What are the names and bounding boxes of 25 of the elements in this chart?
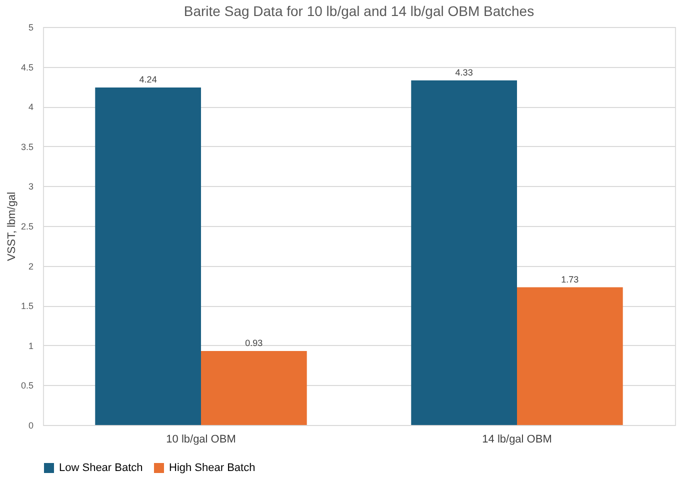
data-label: 0.93 [245,338,263,348]
y-tick-label: 2 [28,261,34,272]
y-tick-label: 4 [28,102,34,112]
bar [411,80,517,425]
y-axis-title: VSST, lbm/gal [6,192,18,262]
y-tick-label: 0.5 [20,380,34,391]
y-tick-label: 2.5 [20,222,34,232]
data-label: 4.24 [139,74,157,84]
legend-label: Low Shear Batch [59,462,143,474]
y-tick-label: 1 [28,340,34,351]
chart-title: Barite Sag Data for 10 lb/gal and 14 lb/gal OBM Batches [184,3,534,19]
x-tick-label: 10 lb/gal OBM [166,434,236,446]
bar [95,87,201,425]
bar [517,287,623,425]
y-tick-label: 0 [28,420,34,430]
y-tick-label: 3.5 [20,142,34,152]
y-tick-label: 1.5 [20,301,34,312]
x-tick-label: 14 lb/gal OBM [482,434,552,446]
bar [201,350,307,425]
y-tick-label: 3 [28,182,34,192]
legend-label: High Shear Batch [169,462,256,474]
y-tick-label: 5 [28,22,34,32]
data-label: 4.33 [455,67,473,78]
y-tick-label: 4.5 [20,62,34,72]
data-label: 1.73 [561,274,579,284]
